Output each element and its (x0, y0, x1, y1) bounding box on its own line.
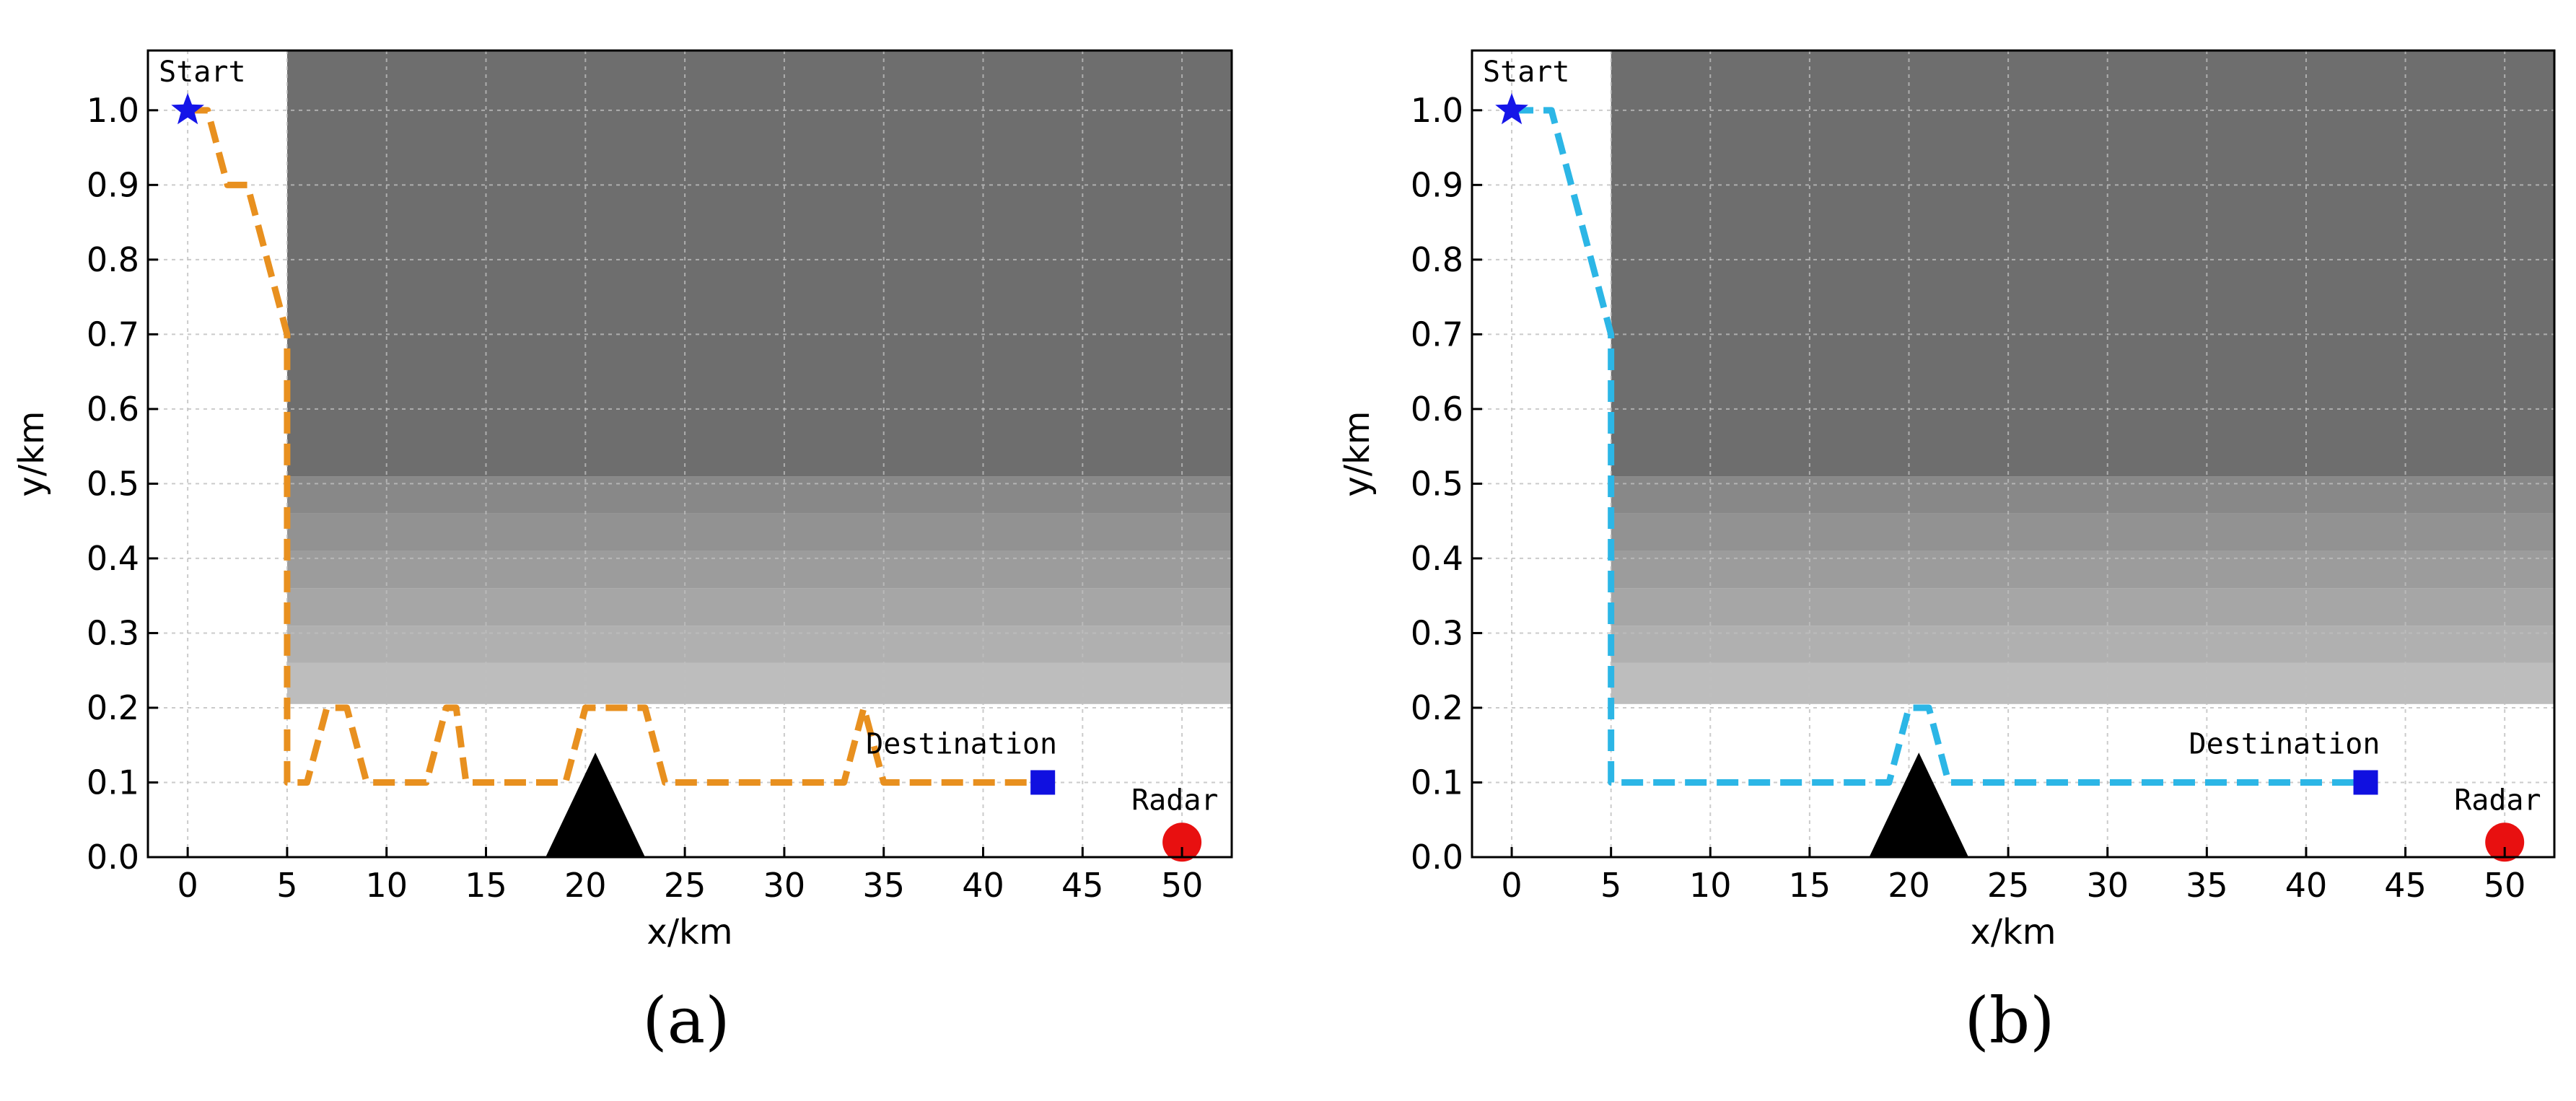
y-tick-label: 0.8 (87, 240, 139, 279)
shaded-band (1611, 662, 2554, 704)
y-axis-label: y/km (1337, 411, 1377, 496)
shaded-band (286, 476, 1232, 514)
radar-label: Radar (1131, 784, 1218, 817)
shaded-band (286, 513, 1232, 551)
flight-path-line (188, 107, 1043, 786)
x-tick-label: 40 (962, 866, 1004, 905)
y-tick-label: 0.2 (1411, 688, 1463, 727)
shaded-band (286, 51, 1232, 477)
radar-marker (1162, 823, 1202, 862)
subplot-b: 0 5 10 15 20 25 30 35 40 45 50 0.0 0.1 0.2 0.3 0.4 0.5 0.… (1337, 49, 2556, 1058)
y-tick-label: 0.4 (1411, 539, 1463, 578)
flight-path-line (1512, 107, 2366, 786)
x-tick-label: 5 (276, 866, 297, 905)
x-tick-label: 10 (1689, 866, 1732, 905)
y-tick-label: 0.0 (1411, 838, 1463, 877)
start-label: Start (1483, 56, 1569, 89)
plot-area (148, 51, 1232, 857)
shaded-band (1611, 588, 2554, 626)
x-tick-label: 50 (2484, 866, 2526, 905)
axes-frame (146, 49, 1233, 859)
shaded-band (1611, 476, 2554, 514)
shaded-band (286, 588, 1232, 626)
y-tick-label: 0.7 (1411, 315, 1463, 354)
x-tick-label: 35 (862, 866, 905, 905)
destination-label: Destination (2189, 727, 2380, 760)
radar-marker (2485, 823, 2525, 862)
shaded-band (286, 662, 1232, 704)
y-tick-label: 0.8 (1411, 240, 1463, 279)
y-tick-label: 0.5 (87, 464, 139, 503)
destination-marker (2353, 770, 2378, 795)
mountain-obstacle (1869, 753, 1969, 857)
y-tick-label: 0.3 (87, 613, 139, 652)
subplot-a: 0 5 10 15 20 25 30 35 40 45 50 0.0 0.1 0.2 0.3 0.4 0.5 0.… (12, 49, 1233, 1058)
x-tick-label: 20 (564, 866, 607, 905)
x-tick-label: 40 (2285, 866, 2328, 905)
y-tick-label: 1.0 (87, 91, 139, 130)
x-tick-label: 20 (1888, 866, 1930, 905)
y-tick-label: 0.7 (87, 315, 139, 354)
panel-label: (a) (642, 983, 730, 1058)
y-tick-label: 0.0 (87, 838, 139, 877)
shaded-band (1611, 51, 2554, 477)
y-tick-label: 1.0 (1411, 91, 1463, 130)
radar-label: Radar (2454, 784, 2541, 817)
start-marker (1495, 92, 1528, 125)
mountain-obstacle (546, 753, 645, 857)
shaded-band (286, 626, 1232, 663)
x-tick-label: 10 (365, 866, 408, 905)
y-tick-label: 0.1 (87, 763, 139, 802)
x-tick-label: 30 (763, 866, 806, 905)
panel-label: (b) (1965, 983, 2055, 1058)
x-tick-label: 0 (177, 866, 198, 905)
x-axis-label: x/km (647, 912, 732, 952)
destination-label: Destination (866, 727, 1057, 760)
x-tick-label: 50 (1161, 866, 1204, 905)
shaded-band (1611, 550, 2554, 589)
y-tick-label: 0.5 (1411, 464, 1463, 503)
y-tick-label: 0.9 (87, 165, 139, 204)
x-tick-label: 0 (1501, 866, 1522, 905)
x-tick-label: 45 (2384, 866, 2427, 905)
y-axis-label: y/km (12, 411, 52, 496)
x-tick-label: 5 (1600, 866, 1621, 905)
y-tick-label: 0.4 (87, 539, 139, 578)
y-tick-label: 0.3 (1411, 613, 1463, 652)
y-tick-label: 0.2 (87, 688, 139, 727)
x-tick-label: 15 (465, 866, 507, 905)
x-axis-label: x/km (1970, 912, 2056, 952)
shaded-band (1611, 513, 2554, 551)
axes-frame (1471, 49, 2556, 859)
x-tick-label: 15 (1789, 866, 1831, 905)
destination-marker (1030, 770, 1056, 795)
y-tick-label: 0.1 (1411, 763, 1463, 802)
start-marker (171, 92, 204, 125)
shaded-band (1611, 626, 2554, 663)
y-tick-label: 0.6 (1411, 390, 1463, 429)
shaded-band (286, 550, 1232, 589)
x-tick-label: 45 (1061, 866, 1104, 905)
x-tick-label: 35 (2186, 866, 2228, 905)
x-tick-label: 30 (2086, 866, 2129, 905)
y-tick-label: 0.6 (87, 390, 139, 429)
start-label: Start (159, 56, 245, 89)
y-tick-label: 0.9 (1411, 165, 1463, 204)
x-tick-label: 25 (664, 866, 706, 905)
plot-area (1472, 51, 2554, 857)
x-tick-label: 25 (1987, 866, 2030, 905)
